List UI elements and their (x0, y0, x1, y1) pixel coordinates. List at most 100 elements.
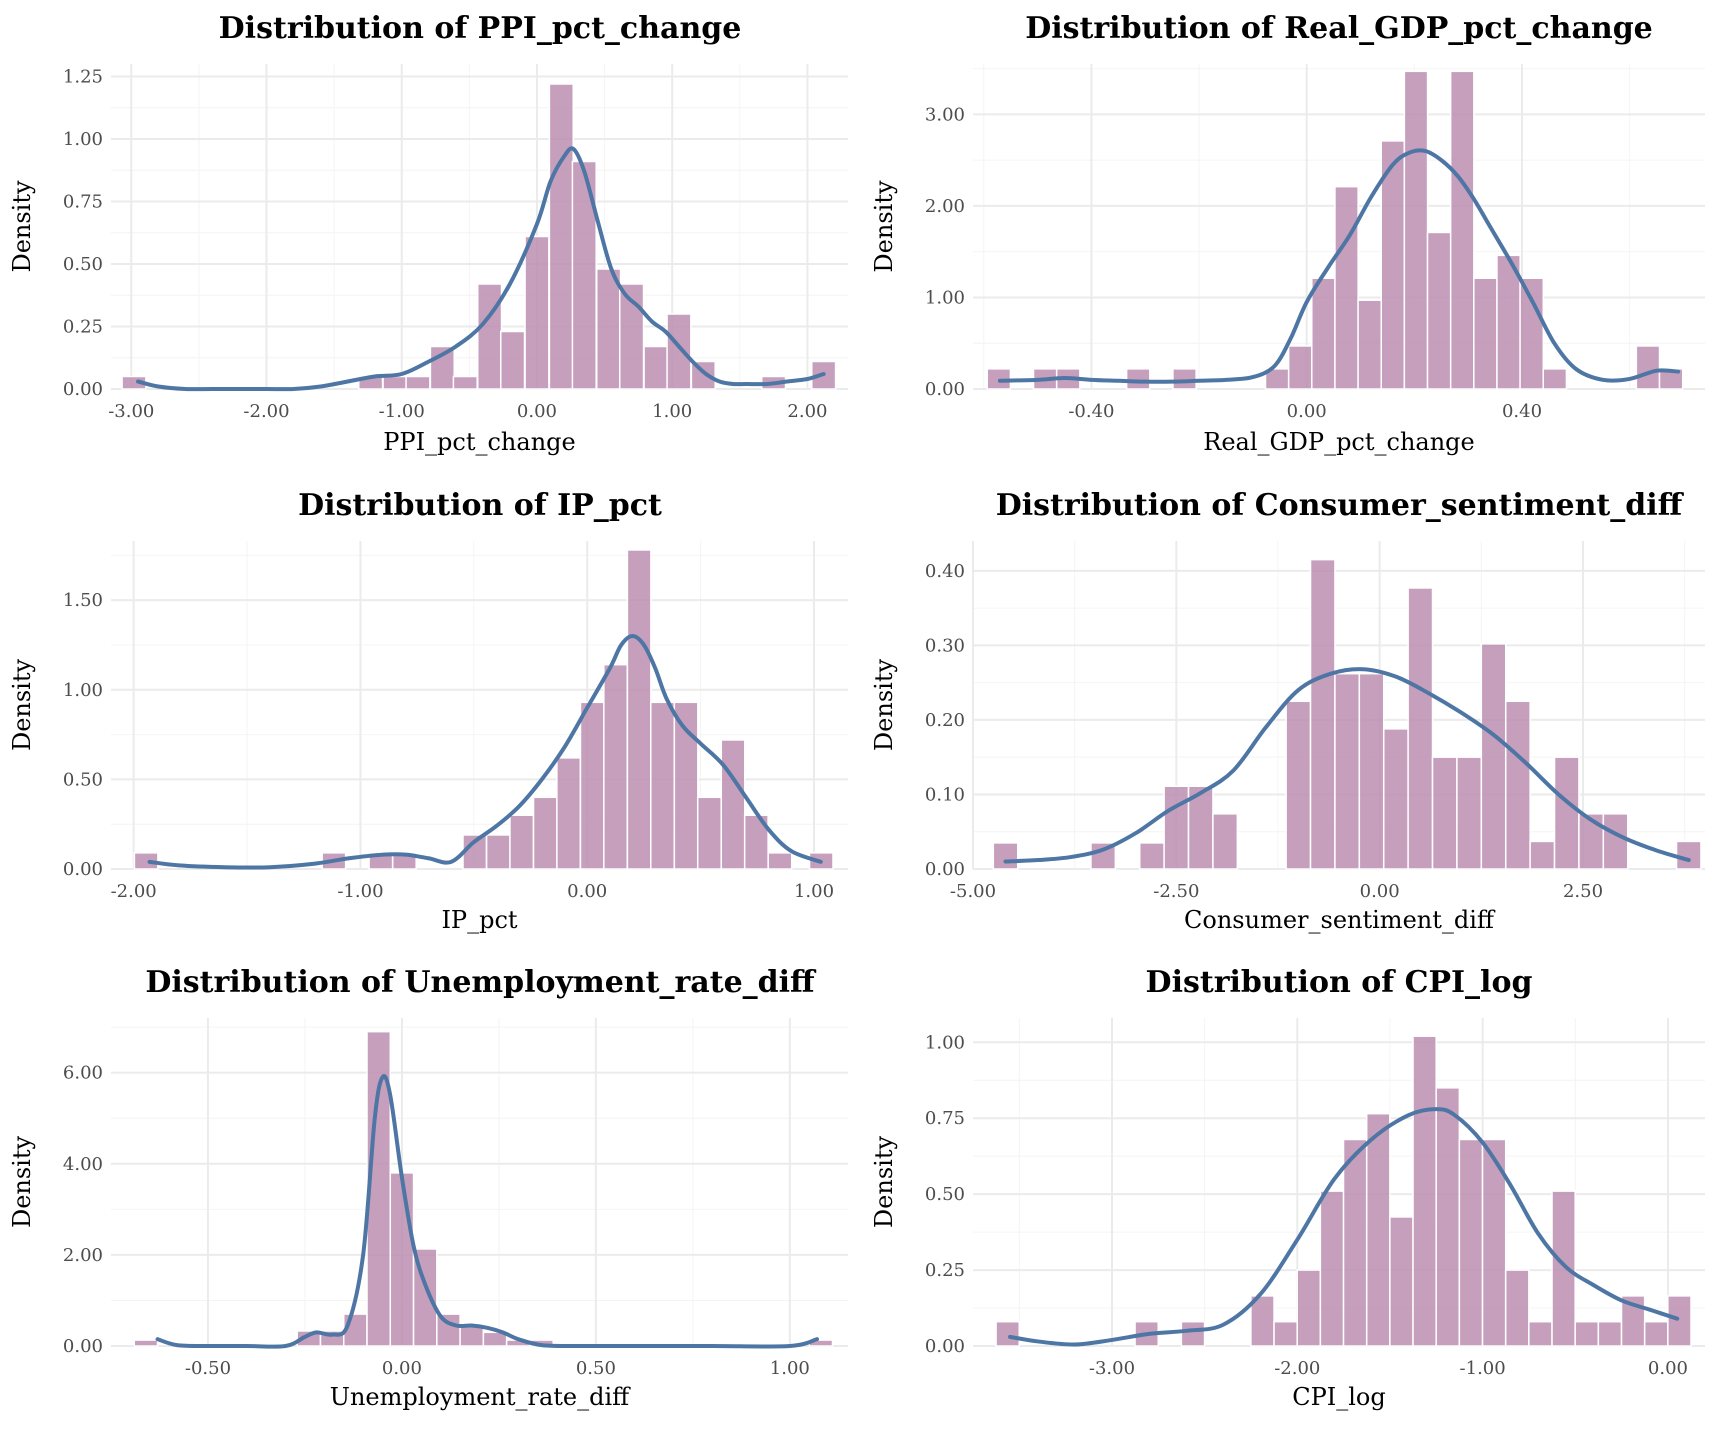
histogram-bar (673, 701, 699, 870)
density-curve (155, 1074, 819, 1349)
histogram-bar (1574, 1320, 1600, 1347)
histogram-bar (1602, 813, 1629, 870)
x-tick-label: -2.00 (243, 401, 289, 422)
y-tick-label: 0.25 (925, 1260, 965, 1281)
y-axis-label: Density (8, 180, 36, 273)
y-tick-label: 0.20 (925, 710, 965, 731)
x-axis-label: PPI_pct_change (383, 428, 575, 456)
x-axis-label: Real_GDP_pct_change (1203, 428, 1475, 456)
x-tick-label: 1.00 (794, 881, 834, 902)
histogram-bar (1389, 1216, 1414, 1347)
x-tick-label: -3.00 (1089, 1358, 1135, 1379)
y-tick-label: 0.75 (63, 192, 103, 213)
y-tick-label: 0.00 (63, 859, 103, 880)
y-axis-label: Density (8, 659, 36, 752)
histogram-bar (1365, 1112, 1391, 1347)
histogram-bar (1473, 277, 1498, 390)
x-tick-label: 0.00 (1287, 401, 1327, 422)
y-tick-label: 6.00 (63, 1063, 103, 1084)
histogram-bar (556, 757, 582, 870)
histogram-bar (1138, 842, 1165, 870)
histogram-bar (1403, 70, 1429, 390)
histogram-bar (1357, 299, 1383, 390)
x-tick-label: -5.00 (950, 881, 996, 902)
x-tick-label: -2.00 (1274, 1358, 1320, 1379)
y-tick-label: 1.00 (63, 129, 103, 150)
density-curve (1003, 667, 1691, 864)
histogram-bar (499, 330, 526, 390)
histogram-bar (767, 852, 793, 870)
histogram-bar (1187, 785, 1214, 870)
histogram-bar (1172, 368, 1197, 390)
histogram-bar (1643, 1320, 1669, 1347)
density-curve (136, 146, 826, 392)
x-axis-label: Consumer_sentiment_diff (1184, 906, 1496, 934)
x-tick-label: 0.00 (1648, 1358, 1688, 1379)
histogram-bar (1480, 643, 1507, 870)
y-tick-label: 0.75 (925, 1108, 965, 1129)
x-tick-label: 0.00 (517, 401, 557, 422)
y-tick-label: 0.10 (925, 784, 965, 805)
x-tick-label: 0.00 (567, 881, 607, 902)
histogram-bar (1296, 1269, 1322, 1347)
y-tick-label: 1.00 (925, 287, 965, 308)
histogram-bar (1273, 1320, 1298, 1347)
y-tick-label: 0.00 (925, 379, 965, 400)
x-tick-label: 1.00 (770, 1358, 810, 1379)
histogram-bar (1287, 345, 1313, 390)
histogram-bar (509, 814, 535, 870)
panel-title: Distribution of Consumer_sentiment_diff (996, 488, 1685, 523)
y-axis-label: Density (870, 180, 898, 273)
y-tick-label: 0.00 (925, 859, 965, 880)
y-tick-label: 0.40 (925, 561, 965, 582)
y-axis-label: Density (870, 659, 898, 752)
histogram-bar (532, 796, 558, 870)
x-axis-label: IP_pct (441, 906, 517, 934)
y-tick-label: 2.00 (63, 1245, 103, 1266)
y-tick-label: 0.25 (63, 317, 103, 338)
histogram-bar (1382, 728, 1409, 870)
panel-title: Distribution of Real_GDP_pct_change (1025, 11, 1653, 46)
histogram-bar (1528, 1320, 1553, 1347)
histogram-bar (1551, 1190, 1576, 1347)
histogram-bar (1334, 185, 1359, 390)
histogram-bar (995, 1320, 1020, 1347)
x-tick-label: -1.00 (337, 881, 383, 902)
histogram-bar (1431, 756, 1458, 870)
x-tick-label: 2.00 (787, 401, 827, 422)
y-tick-label: 0.50 (63, 769, 103, 790)
y-tick-label: 1.25 (63, 67, 103, 88)
histogram-bar (1311, 277, 1336, 390)
y-axis-label: Density (870, 1136, 898, 1229)
histogram-bar (1449, 70, 1475, 390)
x-tick-label: -1.00 (1460, 1358, 1506, 1379)
density-curve (147, 633, 823, 870)
x-tick-label: 1.00 (652, 401, 692, 422)
histogram-bar (482, 1331, 508, 1347)
histogram-bar (476, 283, 503, 390)
histogram-bar (1667, 1295, 1692, 1347)
x-axis-label: CPI_log (1292, 1383, 1385, 1411)
histogram-bar (1334, 672, 1361, 870)
histogram-bar (405, 375, 431, 390)
histogram-bar (1675, 840, 1702, 870)
histogram-bar (1412, 1035, 1437, 1347)
y-axis-label: Density (8, 1136, 36, 1229)
histogram-bar (1125, 368, 1151, 390)
histogram-bar (1285, 700, 1312, 870)
x-tick-label: 0.00 (382, 1358, 422, 1379)
density-curve (997, 148, 1681, 384)
panel-title: Distribution of PPI_pct_change (219, 11, 742, 46)
histogram-bar (696, 796, 722, 870)
x-tick-label: -0.40 (1068, 401, 1114, 422)
panel-title: Distribution of IP_pct (298, 488, 662, 523)
x-tick-label: -1.00 (379, 401, 425, 422)
x-tick-label: -2.00 (111, 881, 157, 902)
x-tick-label: 0.40 (1502, 401, 1542, 422)
x-tick-label: -0.50 (185, 1358, 231, 1379)
y-tick-label: 0.00 (63, 379, 103, 400)
histogram-bar (1456, 756, 1483, 870)
histogram-bar (595, 268, 622, 390)
histogram-bar (1519, 277, 1545, 390)
